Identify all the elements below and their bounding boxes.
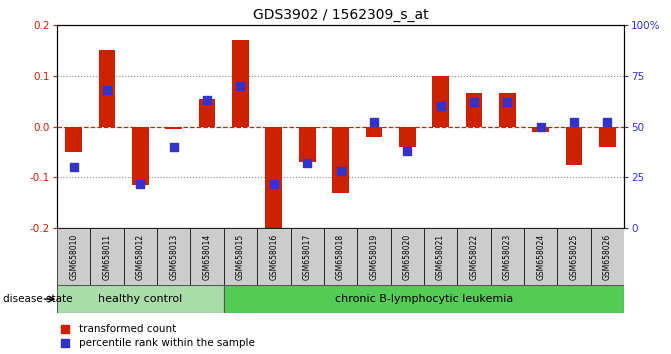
Bar	[166, 127, 182, 129]
Text: GSM658017: GSM658017	[303, 234, 312, 280]
Text: GSM658023: GSM658023	[503, 234, 512, 280]
Text: GSM658016: GSM658016	[269, 234, 278, 280]
Bar	[157, 228, 191, 285]
Bar	[566, 127, 582, 165]
Text: GSM658024: GSM658024	[536, 234, 545, 280]
Text: chronic B-lymphocytic leukemia: chronic B-lymphocytic leukemia	[335, 294, 513, 304]
Bar	[257, 228, 291, 285]
Point	[68, 164, 79, 170]
Text: percentile rank within the sample: percentile rank within the sample	[79, 338, 255, 348]
Bar	[191, 228, 224, 285]
Text: transformed count: transformed count	[79, 324, 176, 334]
Bar	[590, 228, 624, 285]
Point	[135, 181, 146, 186]
Bar	[457, 228, 491, 285]
Text: GSM658019: GSM658019	[369, 234, 378, 280]
Title: GDS3902 / 1562309_s_at: GDS3902 / 1562309_s_at	[253, 8, 428, 22]
Text: GSM658020: GSM658020	[403, 234, 412, 280]
Text: disease state: disease state	[3, 294, 73, 304]
Bar	[599, 127, 616, 147]
Bar	[357, 228, 391, 285]
Text: healthy control: healthy control	[98, 294, 183, 304]
Text: GSM658011: GSM658011	[103, 234, 111, 280]
Point	[60, 326, 70, 332]
Point	[235, 83, 246, 89]
Bar	[123, 228, 157, 285]
Point	[435, 103, 446, 109]
Bar	[332, 127, 349, 193]
Bar	[324, 228, 357, 285]
Point	[402, 148, 413, 154]
Point	[468, 99, 479, 105]
Bar	[199, 98, 215, 127]
Bar	[524, 228, 558, 285]
Point	[302, 160, 313, 166]
Text: GSM658018: GSM658018	[336, 234, 345, 280]
Point	[60, 341, 70, 346]
Text: GSM658015: GSM658015	[236, 234, 245, 280]
Bar	[366, 127, 382, 137]
Bar	[424, 228, 457, 285]
Bar	[291, 228, 324, 285]
Point	[602, 120, 613, 125]
Point	[336, 169, 346, 174]
Bar	[432, 76, 449, 127]
Bar	[491, 228, 524, 285]
Text: GSM658012: GSM658012	[136, 234, 145, 280]
Text: GSM658010: GSM658010	[69, 234, 79, 280]
Bar	[99, 50, 115, 127]
Bar	[224, 228, 257, 285]
Text: GSM658022: GSM658022	[470, 234, 478, 280]
Bar	[65, 127, 82, 152]
Bar	[91, 228, 123, 285]
Point	[268, 181, 279, 186]
Point	[368, 120, 379, 125]
Point	[102, 87, 113, 93]
Point	[502, 99, 513, 105]
Bar	[466, 93, 482, 127]
Text: GSM658021: GSM658021	[436, 234, 445, 280]
Text: GSM658013: GSM658013	[169, 234, 178, 280]
Bar	[57, 285, 224, 313]
Point	[568, 120, 579, 125]
Point	[202, 97, 213, 103]
Bar	[57, 228, 91, 285]
Point	[535, 124, 546, 130]
Bar	[391, 228, 424, 285]
Bar	[299, 127, 315, 162]
Text: GSM658014: GSM658014	[203, 234, 211, 280]
Point	[168, 144, 179, 150]
Bar	[132, 127, 149, 185]
Bar	[266, 127, 282, 228]
Bar	[224, 285, 624, 313]
Bar	[399, 127, 415, 147]
Text: GSM658026: GSM658026	[603, 234, 612, 280]
Bar	[558, 228, 590, 285]
Bar	[532, 127, 549, 132]
Bar	[232, 40, 249, 127]
Bar	[499, 93, 515, 127]
Text: GSM658025: GSM658025	[570, 234, 578, 280]
